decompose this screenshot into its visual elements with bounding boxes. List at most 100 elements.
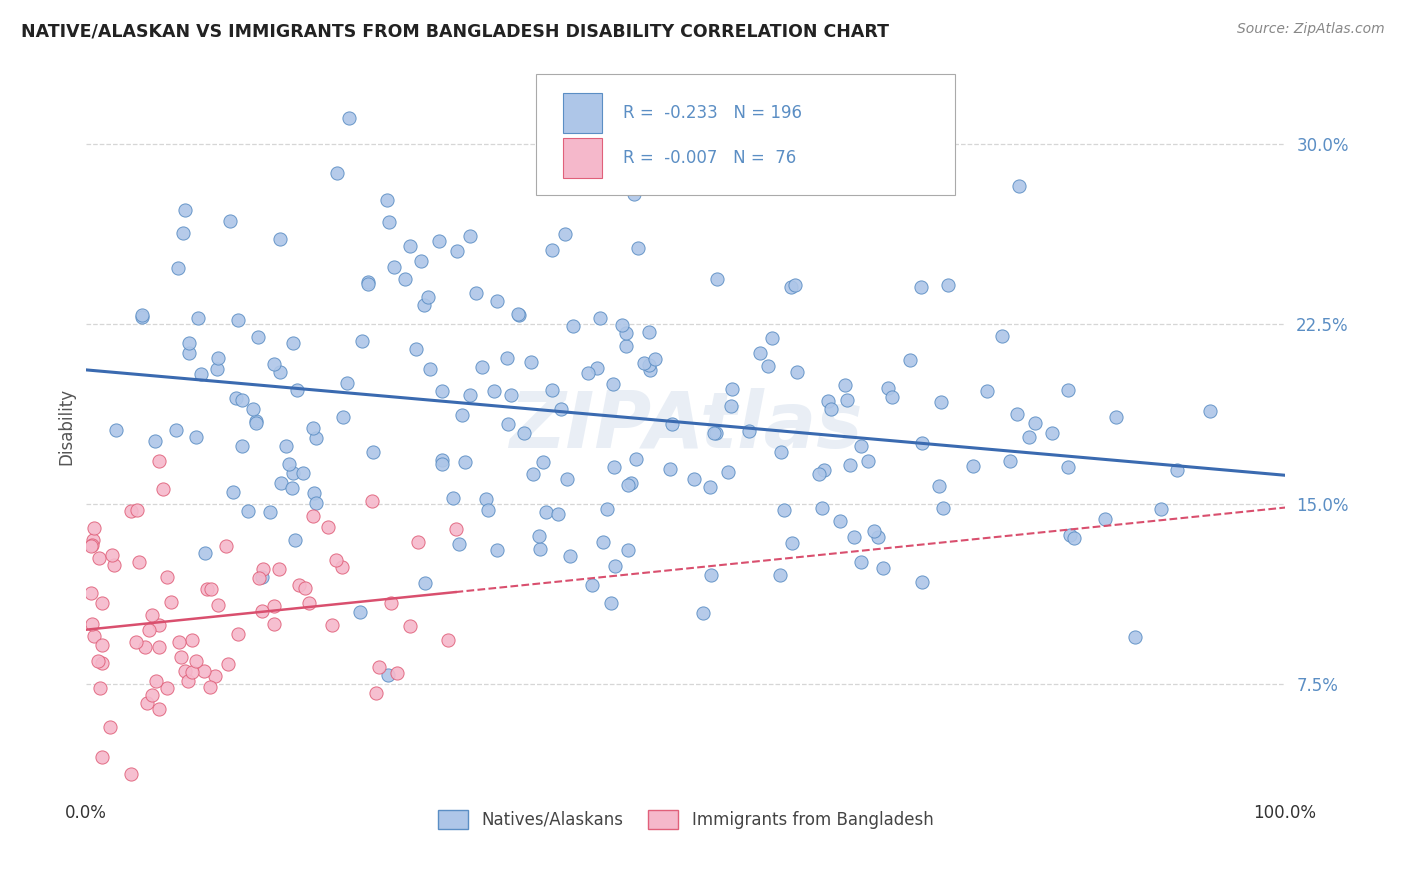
- Point: [288, 578, 311, 592]
- Point: [375, 193, 398, 207]
- Point: [193, 665, 215, 679]
- Point: [603, 558, 626, 573]
- Point: [89, 681, 111, 696]
- Point: [105, 423, 128, 437]
- Point: [1094, 511, 1116, 525]
- Point: [432, 458, 454, 472]
- Point: [683, 472, 706, 486]
- Point: [83, 521, 105, 535]
- Point: [1104, 409, 1126, 424]
- Point: [527, 529, 550, 543]
- Point: [644, 351, 666, 366]
- Point: [471, 360, 494, 375]
- Point: [332, 559, 354, 574]
- Point: [125, 634, 148, 648]
- Point: [780, 535, 803, 549]
- Point: [263, 617, 285, 632]
- Point: [226, 627, 249, 641]
- Point: [207, 362, 229, 376]
- Point: [231, 439, 253, 453]
- Point: [281, 466, 304, 480]
- Point: [1059, 528, 1081, 542]
- Point: [506, 307, 529, 321]
- Point: [599, 596, 621, 610]
- Bar: [564, 93, 602, 133]
- Point: [86, 654, 108, 668]
- Text: R =  -0.007   N =  76: R = -0.007 N = 76: [623, 149, 797, 167]
- Point: [378, 215, 401, 229]
- Point: [187, 310, 209, 325]
- Point: [177, 674, 200, 689]
- Point: [522, 467, 544, 481]
- Point: [152, 482, 174, 496]
- Point: [534, 505, 557, 519]
- Point: [936, 277, 959, 292]
- Point: [554, 227, 576, 241]
- Point: [382, 260, 405, 275]
- Point: [1166, 463, 1188, 477]
- Point: [305, 431, 328, 445]
- Point: [326, 166, 349, 180]
- Point: [458, 229, 481, 244]
- Point: [357, 275, 380, 289]
- Point: [245, 417, 267, 431]
- Legend: Natives/Alaskans, Immigrants from Bangladesh: Natives/Alaskans, Immigrants from Bangla…: [432, 803, 941, 836]
- Point: [167, 260, 190, 275]
- Point: [148, 454, 170, 468]
- Point: [128, 555, 150, 569]
- Point: [450, 408, 472, 422]
- Point: [811, 501, 834, 516]
- Point: [541, 244, 564, 258]
- Point: [756, 359, 779, 374]
- Point: [252, 562, 274, 576]
- Point: [259, 505, 281, 519]
- Point: [699, 479, 721, 493]
- Point: [207, 598, 229, 612]
- Point: [120, 504, 142, 518]
- Point: [103, 558, 125, 573]
- Point: [349, 605, 371, 619]
- Point: [285, 384, 308, 398]
- Point: [302, 508, 325, 523]
- Point: [550, 401, 572, 416]
- Point: [512, 426, 534, 441]
- Point: [294, 581, 316, 595]
- Point: [1150, 501, 1173, 516]
- Point: [1057, 383, 1080, 397]
- Point: [508, 308, 530, 322]
- Point: [485, 543, 508, 558]
- Point: [301, 421, 323, 435]
- Point: [134, 640, 156, 654]
- Point: [813, 463, 835, 477]
- Point: [626, 452, 648, 467]
- Point: [143, 434, 166, 449]
- Point: [156, 570, 179, 584]
- Text: NATIVE/ALASKAN VS IMMIGRANTS FROM BANGLADESH DISABILITY CORRELATION CHART: NATIVE/ALASKAN VS IMMIGRANTS FROM BANGLA…: [21, 22, 889, 40]
- Point: [720, 399, 742, 413]
- Point: [316, 520, 339, 534]
- Text: Source: ZipAtlas.com: Source: ZipAtlas.com: [1237, 22, 1385, 37]
- Point: [486, 293, 509, 308]
- Point: [200, 680, 222, 694]
- Point: [863, 524, 886, 538]
- Point: [617, 542, 640, 557]
- Point: [465, 286, 488, 301]
- Point: [82, 533, 104, 548]
- Point: [769, 445, 792, 459]
- Point: [849, 556, 872, 570]
- Point: [181, 632, 204, 647]
- Point: [200, 582, 222, 596]
- Point: [377, 668, 399, 682]
- Point: [529, 542, 551, 557]
- Point: [172, 226, 194, 240]
- Point: [659, 462, 682, 476]
- Point: [184, 430, 207, 444]
- Point: [638, 325, 661, 339]
- Point: [998, 454, 1021, 468]
- Point: [148, 640, 170, 655]
- Point: [337, 111, 360, 125]
- Point: [82, 538, 104, 552]
- Point: [242, 401, 264, 416]
- Point: [190, 367, 212, 381]
- Point: [131, 310, 153, 324]
